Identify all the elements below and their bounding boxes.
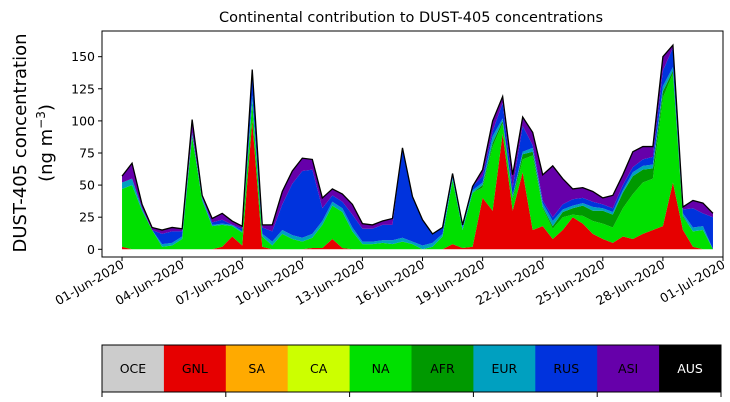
legend-swatch-eur <box>473 345 536 392</box>
legend-swatch-na <box>349 345 412 392</box>
y-axis-label-line1: DUST-405 concentration <box>10 33 31 252</box>
legend-frame <box>101 344 722 393</box>
y-tick-label: 25 <box>79 210 95 225</box>
x-axis: 01-Jun-202004-Jun-202007-Jun-202010-Jun-… <box>52 257 727 308</box>
legend-label: SA <box>248 361 265 376</box>
legend-label: EUR <box>491 361 517 376</box>
chart-title: Continental contribution to DUST-405 con… <box>219 10 603 26</box>
y-tick-label: 0 <box>87 242 95 257</box>
y-tick-label: 125 <box>71 81 95 96</box>
y-tick-label: 50 <box>79 178 95 193</box>
legend-label: NA <box>372 361 390 376</box>
legend-swatch-ca <box>287 345 351 392</box>
area-layers <box>122 45 713 250</box>
total-outline <box>121 43 714 235</box>
legend: OCE GNL SA CA NA AFR EUR RUS ASI AUS <box>101 344 722 397</box>
y-axis-label-line2: (ng m−3) <box>34 104 57 182</box>
y-tick-label: 150 <box>71 49 95 64</box>
legend-swatch-sa <box>225 345 289 392</box>
area-gnl <box>122 120 713 250</box>
legend-swatch-afr <box>411 345 474 392</box>
legend-label: RUS <box>553 361 579 376</box>
y-tick-label: 100 <box>71 113 95 128</box>
legend-label: GNL <box>182 361 208 376</box>
total-line <box>121 43 714 235</box>
x-tick-label: 01-Jul-2020 <box>657 257 727 306</box>
legend-label: CA <box>310 361 328 376</box>
area-asi <box>122 45 713 234</box>
legend-label: AFR <box>430 361 455 376</box>
legend-swatch-oce <box>102 345 165 392</box>
legend-swatch-gnl <box>163 345 227 392</box>
legend-label: AUS <box>677 361 703 376</box>
legend-label: ASI <box>618 361 638 376</box>
y-axis: 0 25 50 75 100 125 150 <box>71 49 102 257</box>
plot-frame <box>101 30 724 258</box>
legend-label: OCE <box>120 361 147 376</box>
legend-swatch-asi <box>597 345 660 392</box>
x-tick-label: 28-Jun-2020 <box>593 257 667 308</box>
legend-swatch-rus <box>535 345 598 392</box>
legend-swatch-aus <box>659 345 722 392</box>
y-tick-label: 75 <box>79 145 95 160</box>
